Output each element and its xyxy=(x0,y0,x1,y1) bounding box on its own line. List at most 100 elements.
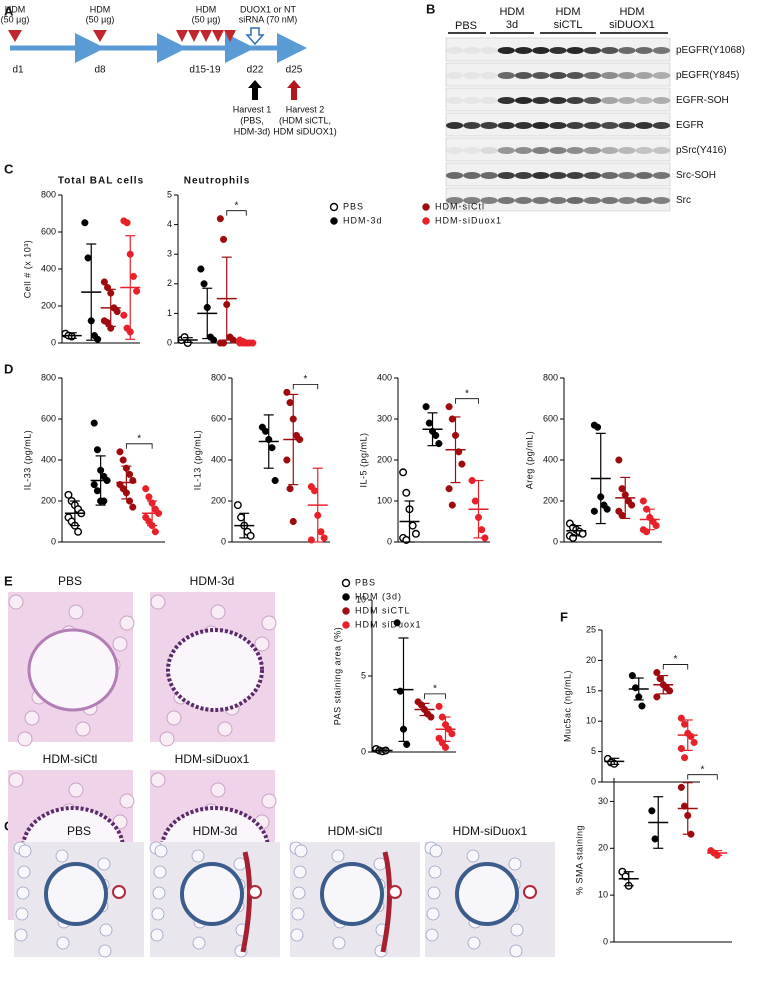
panel-letter: C xyxy=(4,161,14,176)
y-tick-label: 200 xyxy=(211,495,226,505)
blot-row-label: Src xyxy=(676,195,691,206)
day-label: d15-19 xyxy=(189,65,221,76)
blot-group: siCTL xyxy=(554,19,583,31)
y-tick-label: 15 xyxy=(586,685,596,695)
alveolus xyxy=(192,936,206,950)
data-point xyxy=(93,446,101,454)
alveolus xyxy=(151,907,165,921)
vessel xyxy=(112,885,126,899)
data-point xyxy=(656,675,664,683)
legend-marker xyxy=(330,217,338,225)
blot-band xyxy=(601,197,619,204)
y-axis-label: PAS staining area (%) xyxy=(332,627,342,725)
data-point xyxy=(445,485,453,493)
significance-bracket xyxy=(424,693,446,699)
data-point xyxy=(286,399,294,407)
harvest-label: (PBS, xyxy=(240,115,264,125)
data-point xyxy=(687,732,695,740)
alveolus xyxy=(428,865,442,879)
blot-band xyxy=(635,197,653,204)
blot-band xyxy=(601,72,619,79)
blot-band xyxy=(601,47,619,54)
blot-band xyxy=(618,147,636,154)
y-axis-label: Muc5ac (ng/mL) xyxy=(562,670,572,742)
blot-band xyxy=(583,97,602,104)
y-tick-label: 3 xyxy=(167,249,172,259)
blot-band xyxy=(549,147,567,154)
data-point xyxy=(393,619,401,627)
data-point xyxy=(289,517,297,526)
blot-band xyxy=(514,47,533,54)
y-axis-label: Cell # (x 10³) xyxy=(22,240,32,299)
sirna-label: siRNA (70 nM) xyxy=(239,14,298,24)
chart: 0 5 10 PAS staining area (%) * PBS HDM (3d) HDM… xyxy=(332,577,456,756)
legend-label: HDM siCTL xyxy=(355,605,411,615)
data-point xyxy=(411,529,420,538)
data-point xyxy=(628,501,636,509)
blot-band xyxy=(652,172,671,179)
dose-label: HDM xyxy=(196,4,217,14)
blot-group: HDM xyxy=(555,6,580,18)
y-tick-label: 10 xyxy=(356,594,366,604)
data-point xyxy=(681,720,689,728)
harvest-label: (HDM siCTL, xyxy=(279,115,331,125)
y-tick-label: 30 xyxy=(598,796,608,806)
chart: 0 5 10 15 20 25 Muc5ac (ng/mL) * xyxy=(562,624,700,786)
alveolus xyxy=(154,844,168,858)
blot-band xyxy=(480,47,498,54)
chart-title: Total BAL cells xyxy=(58,176,144,187)
blot-band xyxy=(532,97,550,104)
legend-marker xyxy=(342,593,350,601)
blot-band xyxy=(480,197,498,204)
legend-marker xyxy=(422,217,430,225)
alveolus xyxy=(15,907,29,921)
blot-band xyxy=(514,122,533,129)
significance-bracket xyxy=(292,383,319,390)
data-point xyxy=(151,528,159,536)
y-axis-label: IL-13 (pg/mL) xyxy=(192,430,202,491)
blot-band xyxy=(583,172,602,179)
data-point xyxy=(628,672,636,680)
data-point xyxy=(653,693,661,701)
blot-band xyxy=(652,147,671,154)
chart: 0 200 400 600 800 IL-13 (pg/mL) * xyxy=(192,372,330,546)
y-tick-label: 400 xyxy=(41,263,56,273)
blot-band xyxy=(446,172,464,179)
blot-band xyxy=(514,197,533,204)
alveolus xyxy=(68,782,84,798)
alveolus xyxy=(467,936,481,950)
data-point xyxy=(681,754,689,762)
data-point xyxy=(603,505,611,513)
day-label: d1 xyxy=(12,65,24,76)
alveolus xyxy=(17,731,33,747)
legend-label: HDM (3d) xyxy=(355,591,402,601)
significance-label: * xyxy=(465,388,469,399)
data-point xyxy=(142,485,150,493)
blot-band xyxy=(532,72,550,79)
image-label: HDM-3d xyxy=(190,574,235,588)
data-point xyxy=(590,507,598,515)
alveolus xyxy=(153,865,167,879)
data-point xyxy=(200,280,208,288)
y-tick-label: 600 xyxy=(41,413,56,423)
y-tick-label: 0 xyxy=(51,337,56,347)
alveolus xyxy=(97,857,111,871)
alveolus xyxy=(292,886,306,900)
chart: 0 100 200 300 400 IL-5 (pg/mL) * xyxy=(358,372,490,546)
y-axis-label: IL-5 (pg/mL) xyxy=(358,432,368,487)
blot-group: HDM xyxy=(619,6,644,18)
chart: 0 10 20 30 % SMA staining * xyxy=(574,764,732,946)
blot-band xyxy=(532,47,550,54)
significance-label: * xyxy=(701,764,705,775)
data-point xyxy=(237,513,246,522)
blot-band xyxy=(497,197,515,204)
vessel xyxy=(523,885,537,899)
alveolus xyxy=(8,594,24,610)
significance-label: * xyxy=(433,683,437,694)
data-point xyxy=(123,219,131,227)
alveolus xyxy=(56,936,70,950)
y-tick-label: 200 xyxy=(41,300,56,310)
legend-label: PBS xyxy=(355,577,376,587)
data-point xyxy=(653,669,661,677)
